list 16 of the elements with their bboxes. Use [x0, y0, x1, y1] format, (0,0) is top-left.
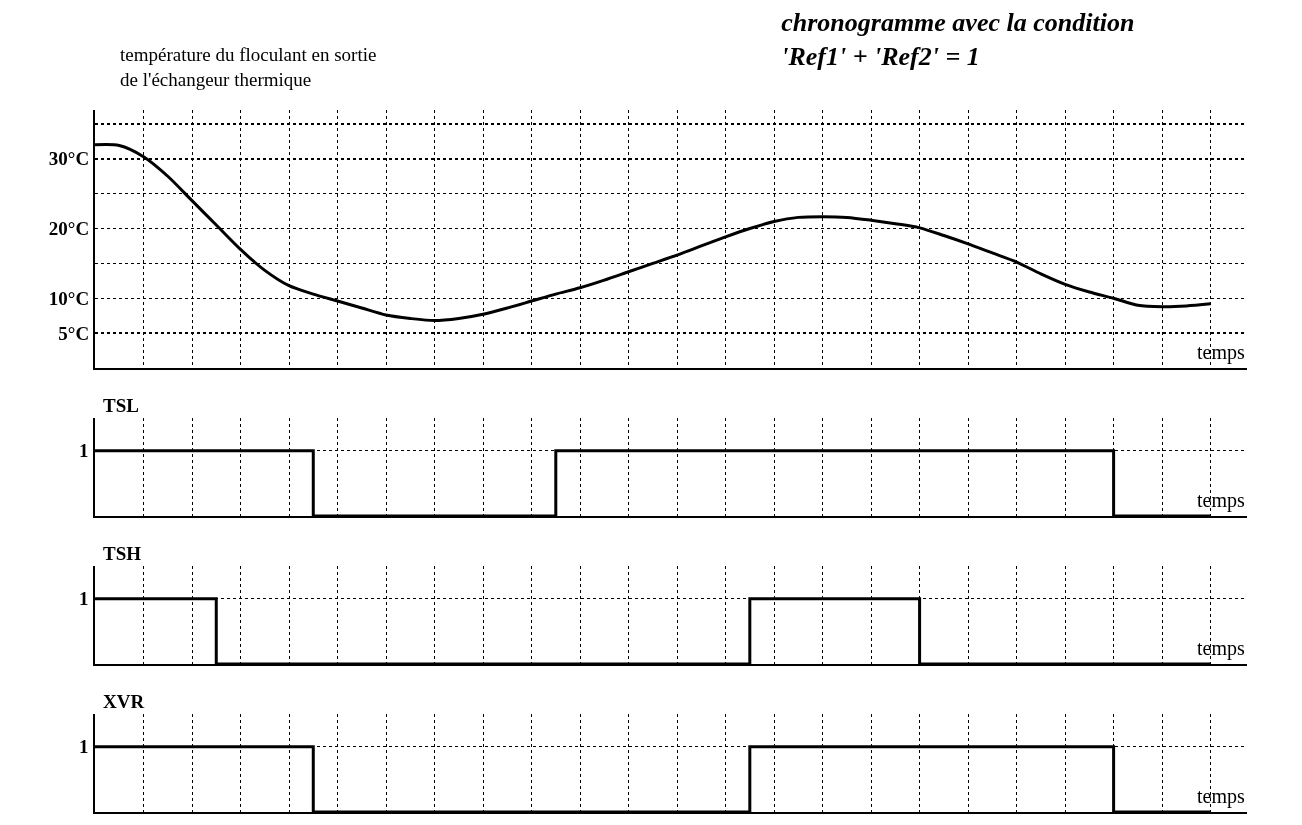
text: 1	[79, 736, 89, 757]
chart-title: chronogramme avec la condition 'Ref1' + 'Ref2' = 1	[781, 8, 1135, 71]
x-axis-title: temps	[1197, 489, 1245, 512]
y-axis-title: TSH	[103, 543, 142, 564]
y-tick-label: 30°C	[48, 148, 90, 170]
text: 1	[79, 440, 89, 461]
y-axis-title: XVR	[103, 691, 145, 712]
text: 1	[79, 588, 89, 609]
y-tick-label: 5°C	[58, 322, 90, 344]
x-axis-title: temps	[1197, 341, 1245, 364]
x-axis-title: temps	[1197, 785, 1245, 808]
x-axis-title: temps	[1197, 637, 1245, 660]
y-tick-label: 20°C	[48, 218, 90, 240]
y-tick-label: 10°C	[48, 287, 90, 309]
y-axis-title: température du floculant en sortie de l'échangeur thermique	[120, 44, 377, 90]
y-axis-title: TSL	[103, 395, 139, 416]
